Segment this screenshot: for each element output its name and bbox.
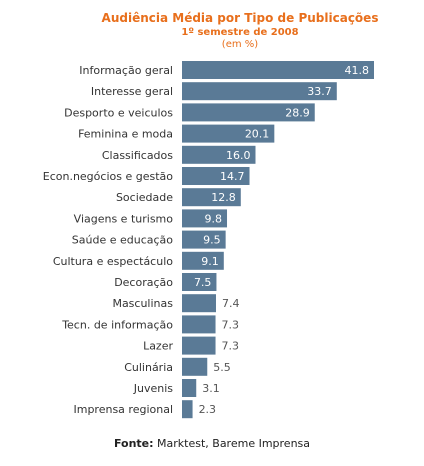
bar: [182, 315, 216, 334]
source-label: Fonte:: [113, 437, 154, 450]
category-label: Econ.negócios e gestão: [43, 170, 174, 183]
value-label: 9.1: [201, 255, 219, 268]
category-label: Juvenis: [133, 382, 174, 395]
category-label: Classificados: [102, 149, 173, 162]
category-label: Tecn. de informação: [61, 318, 173, 331]
bar: [182, 103, 315, 122]
category-label: Sociedade: [116, 191, 173, 204]
bar: [182, 230, 226, 249]
category-label: Feminina e moda: [78, 128, 173, 141]
bar: [182, 167, 250, 185]
value-label: 12.8: [211, 191, 236, 204]
value-label: 20.1: [245, 128, 270, 141]
bar: [182, 251, 224, 270]
bar: [182, 82, 337, 101]
value-label: 16.0: [226, 149, 251, 162]
value-label: 7.5: [194, 276, 212, 289]
value-label: 9.5: [203, 234, 221, 247]
value-label: 33.7: [307, 85, 332, 98]
value-label: 14.7: [220, 170, 245, 183]
value-label: 41.8: [345, 64, 370, 77]
value-label: 7.3: [222, 318, 240, 331]
bar: [182, 61, 374, 79]
chart-unit: (em %): [221, 39, 259, 50]
bar: [182, 336, 216, 355]
value-label: 3.1: [202, 382, 220, 395]
category-label: Lazer: [143, 340, 173, 353]
source-text: Marktest, Bareme Imprensa: [157, 437, 311, 450]
category-label: Informação geral: [79, 64, 173, 77]
bar: [182, 379, 197, 397]
bar: [182, 273, 217, 291]
category-label: Viagens e turismo: [74, 212, 174, 225]
bar: [182, 357, 208, 376]
category-label: Imprensa regional: [73, 403, 173, 416]
bar: [182, 188, 241, 207]
category-label: Culinária: [124, 361, 173, 374]
category-label: Masculinas: [112, 297, 173, 310]
bar: [182, 294, 216, 313]
value-label: 5.5: [213, 361, 231, 374]
category-label: Desporto e veiculos: [64, 106, 173, 119]
value-label: 7.3: [222, 340, 240, 353]
source-note: Fonte: Marktest, Bareme Imprensa: [0, 437, 424, 450]
value-label: 7.4: [222, 297, 240, 310]
category-label: Interesse geral: [91, 85, 173, 98]
category-label: Saúde e educação: [72, 234, 174, 247]
chart-title: Audiência Média por Tipo de Publicações: [101, 11, 379, 25]
value-label: 2.3: [199, 403, 217, 416]
chart-subtitle: 1º semestre de 2008: [181, 27, 299, 38]
value-label: 28.9: [285, 106, 310, 119]
value-label: 9.8: [205, 212, 223, 225]
bar: [182, 124, 275, 143]
bar: [182, 145, 256, 164]
category-label: Cultura e espectáculo: [53, 255, 173, 268]
bar: [182, 400, 193, 419]
category-label: Decoração: [114, 276, 173, 289]
bar: [182, 209, 228, 228]
